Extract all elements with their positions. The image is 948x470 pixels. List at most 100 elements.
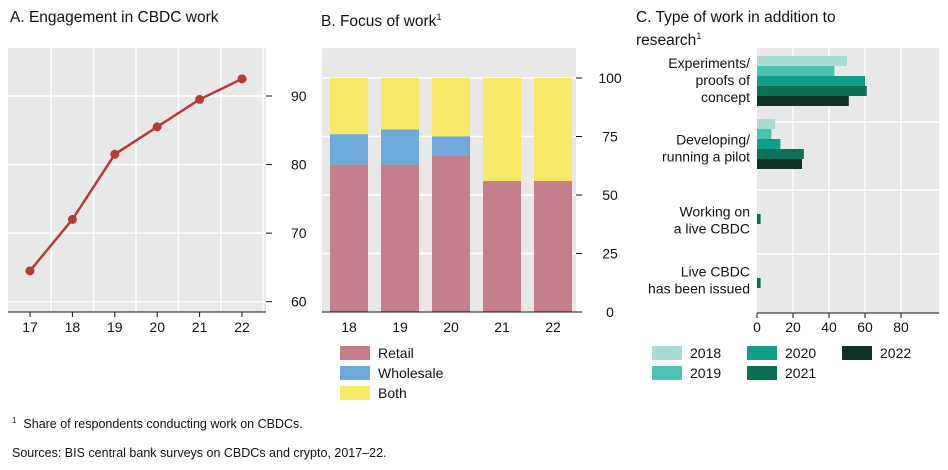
footnote-text: Share of respondents conducting work on … [23, 417, 303, 432]
panel-c-xtick-label-60: 60 [857, 319, 873, 335]
legend-c-2020-label: 2020 [785, 345, 817, 361]
panel-a-point-22 [237, 74, 247, 84]
sources-note: Sources: BIS central bank surveys on CBD… [12, 446, 387, 460]
legend-b-both: Both [340, 385, 407, 401]
panel-b-bar-20-retail [432, 155, 470, 312]
legend-b-retail-swatch [340, 346, 370, 360]
panel-a-ytick-label-60: 60 [291, 294, 307, 310]
panel-a-points [25, 74, 247, 276]
panel-c-title-footnote: 1 [696, 31, 702, 41]
legend-c-2021: 2021 [747, 365, 816, 381]
legend-c-2020: 2020 [747, 345, 816, 361]
sources-text: Sources: BIS central bank surveys on CBD… [12, 446, 387, 460]
panel-a-point-18 [67, 214, 77, 224]
panel-a-gridlines [8, 48, 266, 312]
legend-c-2018-swatch [652, 346, 682, 360]
panel-a-x-ticks: 17 18 19 20 21 22 [22, 312, 250, 335]
panel-c-bar-0-2021 [757, 86, 867, 96]
legend-b-wholesale: Wholesale [340, 365, 443, 381]
panel-c-category-label-0-0: Experiments/ [668, 55, 750, 71]
legend-c-2022: 2022 [842, 345, 911, 361]
panel-a-xtick-label-21: 21 [192, 319, 208, 335]
panel-a-xtick-label-22: 22 [234, 319, 250, 335]
panel-a-point-19 [110, 149, 120, 159]
footnote-number: 1 [12, 416, 17, 425]
panel-c-bar-0-2018 [757, 56, 847, 66]
panel-c-category-label-0-1: proofs of [696, 72, 751, 88]
panel-c-x-ticks: 0 20 40 60 80 [753, 312, 939, 335]
legend-c-2019-label: 2019 [690, 365, 722, 381]
panel-b-ytick-label-100: 100 [598, 70, 622, 86]
panel-b-xtick-label-18: 18 [341, 319, 357, 335]
panel-b-bar-21-retail [483, 180, 521, 312]
panel-c-bar-0-2022 [757, 96, 849, 106]
panel-b-bar-22-both [534, 78, 572, 181]
panel-b-title: B. Focus of work1 [321, 8, 441, 31]
panel-c-category-label-1-0: Developing/ [676, 132, 750, 148]
panel-a-xtick-label-18: 18 [65, 319, 81, 335]
panel-b-x-ticks: 18 19 20 21 22 [341, 319, 561, 335]
legend-c-2018-label: 2018 [690, 345, 722, 361]
panel-a-point-17 [25, 266, 35, 276]
panel-a-point-21 [195, 94, 205, 104]
legend-b-retail-label: Retail [378, 345, 414, 361]
legend-b-wholesale-swatch [340, 366, 370, 380]
panel-c-bar-1-2022 [757, 159, 802, 169]
panel-c-title-line2: research [636, 32, 697, 50]
legend-c-2021-label: 2021 [785, 365, 817, 381]
legend-c-2022-label: 2022 [880, 345, 912, 361]
panel-b-y-ticks: 0 25 50 75 100 [322, 70, 622, 320]
panel-c-bar-0-2020 [757, 76, 865, 86]
panel-b-chart: 0 25 50 75 100 18 19 20 21 22 [322, 48, 622, 335]
panel-b-title-text: B. Focus of work [321, 13, 437, 31]
legend-b-retail: Retail [340, 345, 414, 361]
legend-b-wholesale-label: Wholesale [378, 365, 444, 381]
panel-b-bar-18-wholesale [330, 134, 368, 165]
panel-b-bar-20-wholesale [432, 136, 470, 156]
panel-b-xtick-label-21: 21 [494, 319, 510, 335]
panel-a-xtick-label-17: 17 [22, 319, 38, 335]
panel-b-bar-21-both [483, 78, 521, 181]
panel-a-title-text: A. Engagement in CBDC work [10, 9, 219, 26]
legend-c-2020-swatch [747, 346, 777, 360]
panel-b-ytick-label-75: 75 [602, 129, 618, 145]
panel-b-bar-22-retail [534, 180, 572, 312]
panel-c-bar-2-2021 [757, 214, 761, 224]
legend-c-2019-swatch [652, 366, 682, 380]
panel-c-bar-1-2019 [757, 129, 772, 139]
panel-a-ytick-label-80: 80 [291, 157, 307, 173]
panel-a-ytick-label-70: 70 [291, 225, 307, 241]
panel-b-title-footnote: 1 [436, 12, 442, 22]
panel-a-ytick-label-90: 90 [291, 88, 307, 104]
panel-a-plot-area [8, 48, 266, 312]
panel-b-bar-19-both [381, 78, 419, 130]
panel-c-bar-3-2021 [757, 278, 761, 288]
panel-b-bars [330, 78, 572, 312]
panel-b-ytick-label-25: 25 [602, 246, 618, 262]
panel-c-title-line1: C. Type of work in addition to [636, 9, 836, 26]
panel-c-category-label-2-1: a live CBDC [674, 221, 750, 237]
panel-a-title: A. Engagement in CBDC work [10, 8, 218, 27]
panel-a-xtick-label-20: 20 [149, 319, 165, 335]
panel-c-title: C. Type of work in addition to research1 [636, 8, 836, 50]
panel-a-point-20 [152, 122, 162, 132]
panel-c-category-label-2-0: Working on [679, 204, 750, 220]
panel-c-category-label-1-1: running a pilot [662, 149, 750, 165]
panel-b-xtick-label-22: 22 [545, 319, 561, 335]
panel-b-ytick-label-0: 0 [606, 304, 614, 320]
panel-b-bar-20-both [432, 78, 470, 137]
legend-c-2018: 2018 [652, 345, 721, 361]
legend-b-both-swatch [340, 386, 370, 400]
panel-c-bar-1-2020 [757, 139, 781, 149]
panel-c-bars [757, 56, 867, 288]
panel-a-y-ticks: 60 70 80 90 [8, 88, 307, 313]
panel-c-bar-0-2019 [757, 66, 835, 76]
panel-b-xtick-label-19: 19 [392, 319, 408, 335]
panel-c-xtick-label-20: 20 [785, 319, 801, 335]
panel-b-bar-19-retail [381, 164, 419, 312]
legend-c-2021-swatch [747, 366, 777, 380]
panel-c-category-label-3-0: Live CBDC [681, 264, 750, 280]
